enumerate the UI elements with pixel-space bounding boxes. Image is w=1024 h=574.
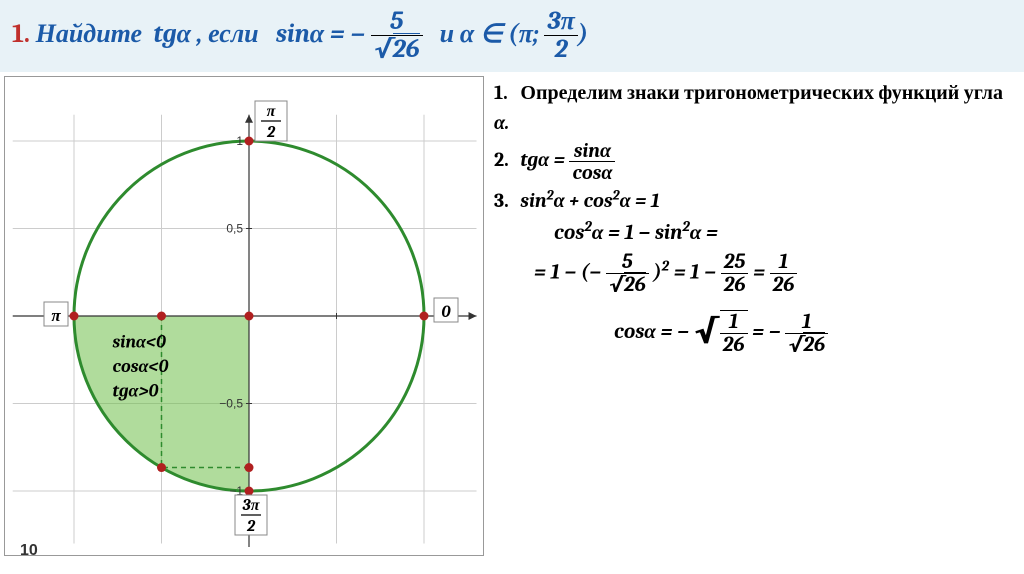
step1-alpha: α.	[494, 111, 509, 134]
content-row: −1−0,50,51π20π3π2sinα<0cosα<0tgα>0 1. Оп…	[0, 72, 1024, 556]
title-frac-bot: √26	[371, 36, 423, 63]
step-1: 1. Определим знаки тригонометрических фу…	[494, 78, 1008, 138]
l3-frac1: 5 √26	[606, 251, 649, 296]
step2-num: 2.	[494, 145, 516, 175]
s4-frac: 1 √26	[785, 311, 828, 356]
svg-text:2: 2	[266, 123, 276, 141]
chart-column: −1−0,50,51π20π3π2sinα<0cosα<0tgα>0	[0, 76, 490, 556]
svg-text:2: 2	[246, 517, 256, 535]
unit-circle-chart: −1−0,50,51π20π3π2sinα<0cosα<0tgα>0	[4, 76, 484, 556]
svg-text:π: π	[51, 307, 61, 326]
step2-frac: sinα cosα	[569, 140, 615, 183]
svg-text:−0,5: −0,5	[219, 396, 243, 410]
title-frac2: 3π 2	[544, 8, 577, 64]
page-number: 10	[20, 542, 38, 560]
s4-eq2: = −	[752, 320, 785, 344]
title-find: Найдите	[36, 19, 142, 49]
title-tg: tgα	[154, 19, 192, 49]
title-bar: 1. Найдите tgα , если sinα = − 5 √26 и α…	[0, 0, 1024, 72]
step3-line2: cos2α = 1 − sin2α =	[554, 218, 1008, 245]
solution-column: 1. Определим знаки тригонометрических фу…	[490, 76, 1024, 556]
title-in: ∈	[480, 19, 503, 49]
svg-text:0,5: 0,5	[226, 221, 243, 235]
l3a: = 1 − (−	[534, 261, 601, 285]
l3c: = 1 −	[669, 261, 721, 285]
l3-frac3: 1 26	[770, 251, 798, 296]
title-number: 1.	[12, 19, 30, 49]
svg-text:0: 0	[441, 303, 451, 322]
title-pi: π	[519, 19, 533, 49]
step4-line: cosα = − √ 1 26 = − 1 √26	[614, 310, 1008, 356]
svg-text:sinα<0: sinα<0	[113, 331, 167, 352]
title-semicolon: ;	[533, 19, 539, 49]
title-eq: = −	[330, 19, 365, 49]
svg-text:cosα<0: cosα<0	[113, 356, 169, 377]
step3-line3: = 1 − (− 5 √26 )2 = 1 − 25 26 = 1 26	[534, 251, 1008, 296]
step2-frac-bot: cosα	[569, 162, 615, 183]
title-frac-top: 5	[371, 8, 423, 36]
step2-eq: =	[549, 148, 569, 171]
title-and: и	[440, 19, 454, 49]
l3-frac2: 25 26	[721, 251, 749, 296]
title-frac: 5 √26	[371, 8, 423, 64]
title-paren-close: )	[578, 19, 588, 49]
step1-text: Определим знаки тригонометрических функц…	[520, 81, 1003, 104]
step2-frac-top: sinα	[569, 140, 615, 162]
title-paren-open: (	[508, 19, 518, 49]
l3b: )	[653, 261, 661, 285]
s4-bigsqrt: 1 26	[720, 310, 748, 356]
step3-identity: sin2α + cos2α = 1	[520, 189, 659, 212]
svg-text:π: π	[267, 102, 277, 120]
title-2: 2	[544, 36, 577, 63]
title-alpha: α	[460, 19, 474, 49]
title-if: , если	[197, 19, 259, 49]
l3d: =	[753, 261, 770, 285]
title-sin: sinα	[276, 19, 324, 49]
svg-text:tgα>0: tgα>0	[113, 380, 159, 401]
svg-text:1: 1	[236, 134, 243, 148]
step3-num: 3.	[494, 186, 516, 216]
step-2: 2. tgα = sinα cosα	[494, 140, 1008, 183]
svg-text:3π: 3π	[243, 496, 261, 514]
step-3: 3. sin2α + cos2α = 1	[494, 185, 1008, 217]
title-3pi: 3π	[544, 8, 577, 36]
s4-lhs: cosα = −	[614, 320, 694, 344]
step1-num: 1.	[494, 78, 516, 108]
step2-lhs: tgα	[520, 148, 549, 171]
